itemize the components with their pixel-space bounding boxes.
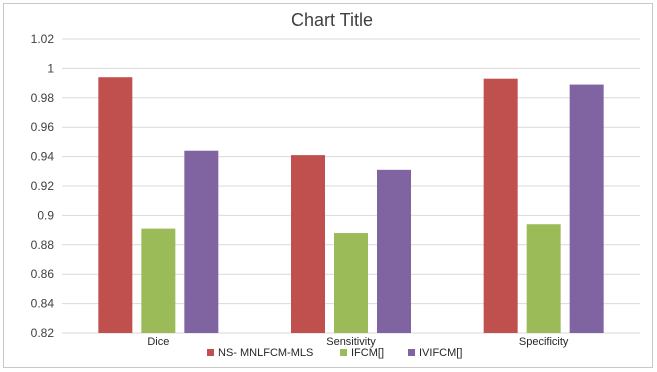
- y-tick-label: 1.02: [31, 32, 55, 46]
- y-tick-label: 0.92: [31, 179, 55, 193]
- legend-swatch: [408, 349, 415, 356]
- x-category-label: Dice: [147, 336, 169, 348]
- legend: NS- MNLFCM-MLS IFCM[] IVIFCM[]: [207, 347, 462, 359]
- y-tick-label: 1: [47, 61, 54, 75]
- y-tick-label: 0.96: [31, 120, 55, 134]
- x-category-label: Sensitivity: [326, 336, 376, 348]
- x-axis-categories: Dice Sensitivity Specificity: [147, 336, 569, 348]
- legend-label: IFCM[]: [351, 347, 384, 359]
- x-category-label: Specificity: [519, 336, 569, 348]
- bar-dice-series-2: [141, 228, 176, 333]
- bars: [98, 77, 604, 333]
- y-axis-ticks: 0.82 0.84 0.86 0.88 0.9 0.92 0.94 0.96 0.98 1 1.02: [31, 32, 55, 340]
- y-tick-label: 0.88: [31, 238, 55, 252]
- bar-specificity-series-1: [483, 78, 518, 333]
- chart-title: Chart Title: [291, 10, 373, 30]
- y-tick-label: 0.86: [31, 267, 55, 281]
- y-tick-label: 0.84: [31, 297, 55, 311]
- y-tick-label: 0.82: [31, 326, 55, 340]
- legend-label: IVIFCM[]: [419, 347, 462, 359]
- bar-sensitivity-series-1: [291, 155, 325, 333]
- y-tick-label: 0.94: [31, 150, 55, 164]
- y-tick-label: 0.9: [37, 208, 54, 222]
- bar-sensitivity-series-2: [334, 233, 368, 333]
- legend-swatch: [207, 349, 214, 356]
- y-tick-label: 0.98: [31, 91, 55, 105]
- bar-dice-series-3: [184, 150, 219, 333]
- bar-dice-series-1: [98, 77, 133, 333]
- bar-sensitivity-series-3: [377, 169, 411, 333]
- legend-swatch: [340, 349, 347, 356]
- bar-specificity-series-2: [526, 224, 561, 333]
- bar-specificity-series-3: [569, 84, 604, 333]
- legend-label: NS- MNLFCM-MLS: [218, 347, 313, 359]
